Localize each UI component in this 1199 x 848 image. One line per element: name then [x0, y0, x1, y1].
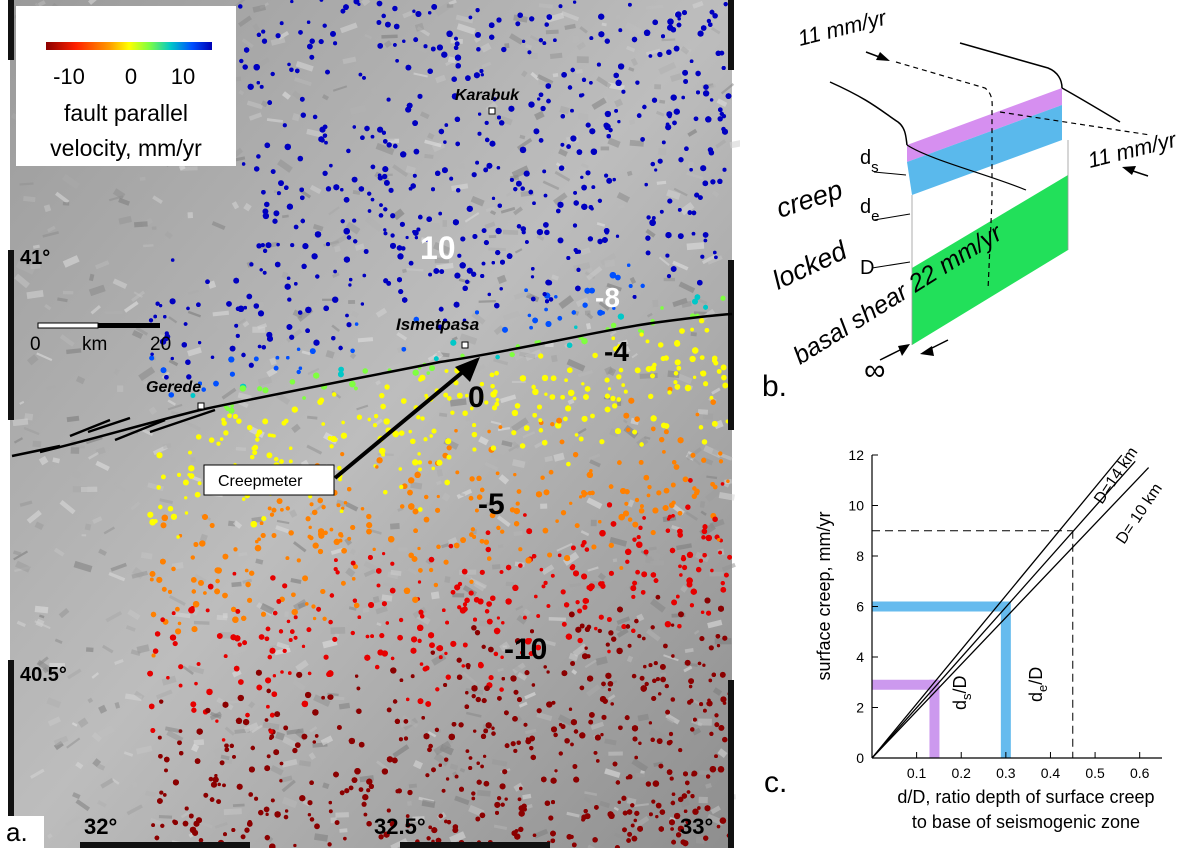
svg-text:11 mm/yr: 11 mm/yr: [1085, 126, 1180, 172]
svg-text:11 mm/yr: 11 mm/yr: [795, 4, 890, 50]
contour-label-0: 0: [468, 381, 485, 414]
scale-bar-end: 20: [150, 334, 171, 355]
series-line-0: [871, 454, 1123, 759]
scale-bar-start: 0: [30, 334, 41, 355]
x-tick-label: 0.2: [951, 765, 971, 781]
velocity-map: -10 0 10 fault parallel velocity, mm/yr …: [6, 0, 740, 848]
contour-label-neg4: -4: [604, 336, 629, 367]
colorbar-title-line2: velocity, mm/yr: [50, 135, 202, 161]
scale-bar: 0 km 20: [30, 322, 171, 355]
chart-xlabel-line1: d/D, ratio depth of surface creep: [897, 787, 1154, 807]
reference-line-1: [872, 601, 1011, 758]
panel-c-label: c.: [764, 766, 787, 799]
place-karabuk: Karabuk: [455, 87, 520, 115]
label-infinity: ∞: [864, 354, 885, 387]
panel-a-label: a.: [6, 817, 28, 847]
bottom-shear-arrows: [879, 339, 949, 361]
y-tick-label: 2: [856, 700, 864, 716]
colorbar-title-line1: fault parallel: [64, 100, 188, 126]
contour-label-neg8: -8: [595, 282, 620, 313]
y-tick-label: 6: [856, 599, 864, 615]
reference-line-2: [872, 530, 1074, 758]
series-line-1: [871, 460, 1136, 759]
series-line-2: [871, 467, 1150, 759]
contour-label-neg5: -5: [478, 488, 505, 521]
scale-bar-unit: km: [82, 334, 107, 355]
y-tick-label: 4: [856, 649, 864, 665]
x-tick-label: 0.3: [996, 765, 1016, 781]
velocity-dots: [147, 0, 732, 848]
rate-arrow-right: 11 mm/yr: [1085, 126, 1180, 177]
y-tick-label: 12: [848, 447, 864, 463]
label-creep: creep: [773, 174, 847, 223]
svg-text:Karabuk: Karabuk: [455, 87, 520, 104]
contour-label-10: 10: [420, 230, 456, 266]
y-tick-label: 8: [856, 548, 864, 564]
x-tick-label: 0.5: [1085, 765, 1105, 781]
creepmeter-annotation: Creepmeter: [203, 357, 480, 496]
chart-xlabel-line2: to base of seismogenic zone: [912, 812, 1140, 832]
colorbar-tick-0: 0: [125, 64, 137, 89]
label-de-over-D: de/D: [1026, 667, 1050, 702]
x-tick-label: 0.1: [907, 765, 927, 781]
x-tick-label: 0.6: [1130, 765, 1150, 781]
lon-label-32: 32°: [84, 814, 117, 839]
colorbar-tick-10: 10: [171, 64, 195, 89]
lon-label-32-5: 32.5°: [374, 814, 426, 839]
svg-text:Ismetpasa: Ismetpasa: [396, 315, 479, 334]
place-gerede: Gerede: [146, 379, 205, 410]
creep-depth-chart: 0 2 4 6 8 10 12 0.1 0.2 0.3 0.4 0.5 0.6 surface cree…: [764, 444, 1166, 832]
map-frame: [8, 0, 734, 848]
series-label-d14: D=14 km: [1091, 444, 1141, 507]
contour-label-neg10: -10: [504, 633, 547, 666]
colorbar-legend: -10 0 10 fault parallel velocity, mm/yr: [16, 6, 236, 166]
panel-b-label: b.: [762, 370, 787, 403]
label-ds-over-D: ds/D: [950, 675, 974, 710]
fault-traces: [11, 312, 733, 458]
label-de: de: [860, 196, 879, 225]
fault-model-diagram: 11 mm/yr 11 mm/yr ds de D creep locked b…: [762, 4, 1180, 403]
label-ds: ds: [860, 147, 879, 176]
y-tick-label: 10: [848, 498, 864, 514]
svg-text:Creepmeter: Creepmeter: [218, 473, 303, 490]
zone-surface-creep: [907, 88, 1062, 162]
label-D: D: [860, 257, 874, 279]
x-tick-label: 0.4: [1041, 765, 1061, 781]
lon-label-33: 33°: [680, 814, 713, 839]
chart-ylabel: surface creep, mm/yr: [814, 511, 834, 680]
colorbar: [46, 42, 212, 50]
zone-basal-shear: [912, 175, 1068, 345]
colorbar-tick-neg10: -10: [53, 64, 85, 89]
lat-label-40-5: 40.5°: [20, 664, 67, 686]
label-locked: locked: [768, 235, 852, 296]
lat-label-41: 41°: [20, 247, 50, 269]
y-tick-label: 0: [856, 750, 864, 766]
zone-creep: [907, 105, 1062, 195]
place-ismetpasa: Ismetpasa: [396, 315, 479, 349]
svg-text:Gerede: Gerede: [146, 379, 201, 396]
series-label-d10: D= 10 km: [1113, 481, 1166, 548]
rate-arrow-top: 11 mm/yr: [795, 4, 890, 61]
